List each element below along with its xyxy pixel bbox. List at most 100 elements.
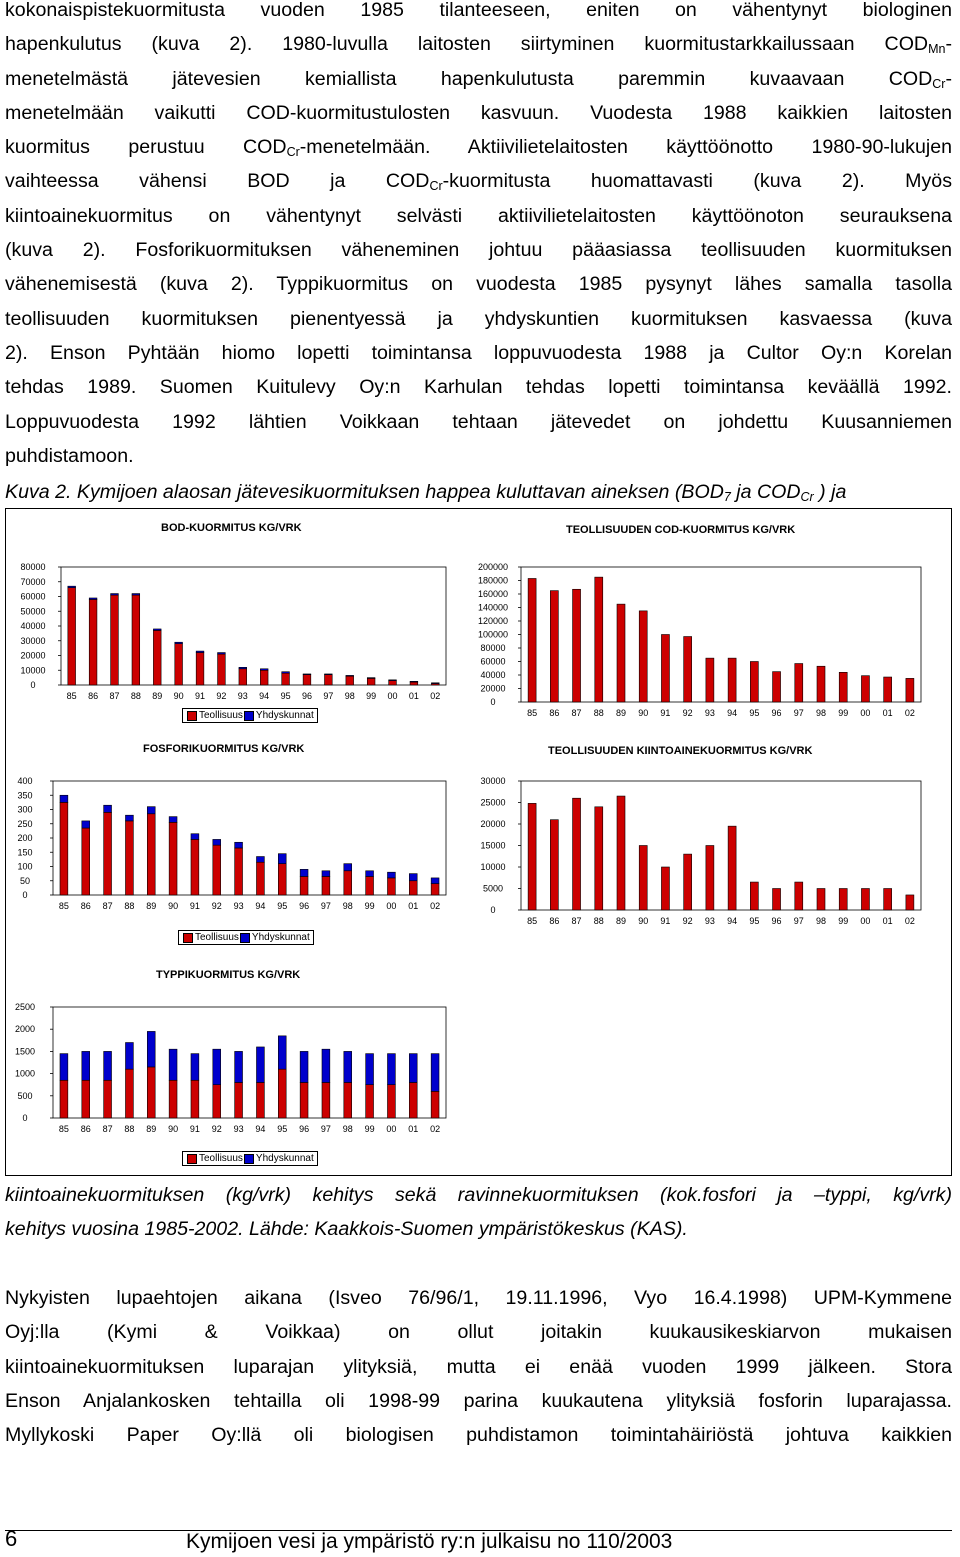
y-tick-label: 1500 — [15, 1046, 35, 1056]
x-tick-label: 99 — [838, 916, 848, 926]
bar-yhdyskunnat — [387, 871, 396, 879]
y-tick-label: 0 — [22, 1113, 27, 1123]
x-tick-label: 02 — [430, 691, 440, 701]
bar-teollisuus — [343, 1082, 352, 1119]
text-line: kokonaispistekuormitusta vuoden 1985 til… — [5, 0, 952, 21]
legend-swatch-yhdyskunnat — [243, 1153, 254, 1164]
x-tick-label: 90 — [638, 916, 648, 926]
bar-yhdyskunnat — [195, 650, 205, 653]
y-tick-label: 0 — [490, 697, 495, 707]
text-line: vaihteessa vähensi BOD ja CODCr-kuormitu… — [5, 170, 952, 194]
chart-cod: 0 20000 40000 60000 80000 100000 120000 140000 1… — [478, 562, 922, 718]
bar-yhdyskunnat — [212, 1048, 221, 1086]
subscript: Mn — [928, 42, 946, 57]
y-tick-label: 180000 — [478, 576, 508, 586]
bar-yhdyskunnat — [190, 1053, 200, 1081]
bar-teollisuus — [217, 653, 226, 686]
bar-teollisuus — [387, 1084, 396, 1119]
bar-teollisuus — [572, 797, 581, 911]
bar-teollisuus — [67, 587, 76, 686]
bar-yhdyskunnat — [174, 641, 183, 644]
bar-yhdyskunnat — [409, 873, 418, 882]
x-tick-label: 99 — [365, 901, 375, 911]
y-tick-label: 20000 — [480, 684, 505, 694]
bar-yhdyskunnat — [238, 667, 247, 670]
bar-teollisuus — [572, 588, 581, 703]
x-tick-label: 93 — [705, 916, 715, 926]
bar-yhdyskunnat — [131, 593, 141, 596]
bar-yhdyskunnat — [430, 877, 440, 884]
bar-teollisuus — [131, 594, 141, 686]
y-tick-label: 200 — [17, 833, 32, 843]
x-tick-label: 96 — [772, 916, 782, 926]
chart-title-kiintoaine: TEOLLISUUDEN KIINTOAINEKUORMITUS KG/VRK — [548, 745, 813, 757]
x-tick-label: 02 — [430, 901, 440, 911]
bar-teollisuus — [527, 803, 537, 911]
x-tick-label: 00 — [860, 916, 870, 926]
bar-yhdyskunnat — [365, 1053, 374, 1085]
bar-yhdyskunnat — [153, 628, 162, 631]
plot-area — [520, 566, 922, 703]
y-tick-label: 80000 — [480, 643, 505, 653]
bar-teollisuus — [299, 876, 309, 896]
x-tick-label: 89 — [152, 691, 162, 701]
x-tick-label: 94 — [727, 708, 737, 718]
y-tick-label: 150 — [17, 847, 32, 857]
y-tick-label: 60000 — [20, 592, 45, 602]
x-tick-label: 91 — [660, 916, 670, 926]
x-tick-label: 87 — [572, 916, 582, 926]
x-tick-label: 99 — [366, 691, 376, 701]
text-line: hapenkulutus (kuva 2). 1980-luvulla lait… — [5, 33, 952, 57]
x-tick-label: 90 — [168, 901, 178, 911]
x-tick-label: 02 — [905, 916, 915, 926]
bar-teollisuus — [883, 676, 892, 703]
bar-teollisuus — [321, 876, 331, 896]
bar-teollisuus — [321, 1082, 331, 1119]
x-tick-label: 98 — [343, 1124, 353, 1134]
legend-label-teollisuus: Teollisuus — [199, 1153, 243, 1164]
x-tick-label: 95 — [277, 1124, 287, 1134]
x-tick-label: 98 — [816, 708, 826, 718]
bar-teollisuus — [212, 844, 221, 896]
x-tick-label: 98 — [345, 691, 355, 701]
body-paragraph-1: kokonaispistekuormitusta vuoden 1985 til… — [5, 0, 952, 473]
footer-publication: Kymijoen vesi ja ympäristö ry:n julkaisu… — [186, 1530, 673, 1553]
bar-teollisuus — [147, 1066, 156, 1119]
x-tick-label: 90 — [174, 691, 184, 701]
bar-teollisuus — [430, 883, 440, 896]
legend-label-teollisuus: Teollisuus — [195, 932, 239, 943]
bar-teollisuus — [750, 881, 759, 911]
bar-teollisuus — [705, 657, 715, 703]
x-tick-label: 98 — [343, 901, 353, 911]
y-tick-label: 10000 — [480, 862, 505, 872]
bar-yhdyskunnat — [190, 833, 200, 840]
bar-teollisuus — [883, 888, 892, 911]
x-tick-label: 89 — [146, 901, 156, 911]
x-tick-label: 86 — [88, 691, 98, 701]
x-tick-label: 97 — [794, 916, 804, 926]
bar-teollisuus — [861, 888, 870, 911]
x-tick-label: 87 — [103, 901, 113, 911]
bar-yhdyskunnat — [217, 652, 226, 655]
x-tick-label: 85 — [527, 708, 537, 718]
bar-teollisuus — [281, 672, 290, 686]
bar-teollisuus — [794, 663, 804, 703]
x-tick-label: 88 — [124, 1124, 134, 1134]
x-tick-label: 95 — [749, 708, 759, 718]
x-tick-label: 92 — [216, 691, 226, 701]
bar-teollisuus — [387, 877, 396, 896]
y-tick-label: 50000 — [20, 606, 45, 616]
x-tick-label: 00 — [386, 901, 396, 911]
bar-teollisuus — [366, 678, 376, 686]
x-tick-label: 88 — [594, 916, 604, 926]
x-tick-label: 94 — [255, 1124, 265, 1134]
bar-yhdyskunnat — [256, 856, 265, 863]
legend-typpi: Teollisuus Yhdyskunnat — [182, 1151, 318, 1166]
bar-teollisuus — [324, 674, 333, 686]
x-tick-label: 88 — [131, 691, 141, 701]
text-line: tehdas 1989. Suomen Kuitulevy Oy:n Karhu… — [5, 376, 952, 399]
bar-teollisuus — [278, 863, 287, 896]
x-tick-label: 92 — [212, 901, 222, 911]
legend-label-yhdyskunnat: Yhdyskunnat — [255, 1153, 314, 1164]
bar-teollisuus — [256, 1082, 265, 1119]
